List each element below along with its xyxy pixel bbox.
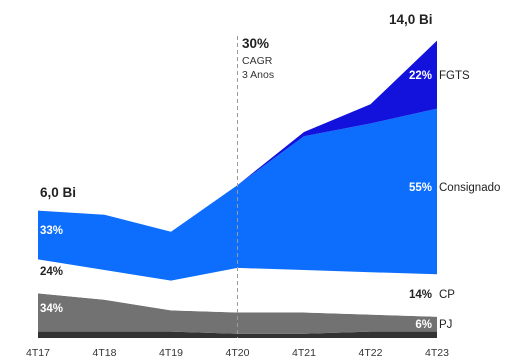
area-layers (38, 40, 437, 338)
total-first-label: 6,0 Bi (40, 185, 76, 200)
total-last-label: 14,0 Bi (389, 12, 433, 27)
x-tick-label: 4T23 (425, 347, 449, 359)
x-tick-label: 4T19 (159, 347, 183, 359)
last-cp-share: 14% (409, 289, 432, 301)
area-series-segment-1 (38, 293, 437, 334)
series-label-cp: CP (439, 289, 455, 301)
cagr-label: CAGR (242, 55, 273, 67)
x-tick-label: 4T20 (226, 347, 250, 359)
series-label-consignado: Consignado (439, 182, 500, 194)
x-tick-label: 4T22 (359, 347, 383, 359)
first-consignado-share: 33% (40, 225, 63, 237)
x-tick-label: 4T18 (93, 347, 117, 359)
last-consignado-share: 55% (409, 182, 432, 194)
cagr-period: 3 Anos (242, 69, 274, 81)
x-tick-label: 4T21 (292, 347, 316, 359)
first-other-share: 34% (40, 303, 63, 315)
area-series-consignado (38, 108, 437, 281)
last-fgts-share: 22% (409, 70, 432, 82)
cagr-annotation: 30% CAGR 3 Anos (242, 36, 274, 81)
area-series-pj (38, 331, 437, 338)
first-cp-share: 24% (40, 266, 63, 278)
x-axis-ticks: 4T17 4T18 4T19 4T20 4T21 4T22 4T23 (26, 347, 449, 359)
x-tick-label: 4T17 (26, 347, 50, 359)
series-label-fgts: FGTS (439, 70, 470, 82)
last-pj-share: 6% (415, 319, 432, 331)
series-label-pj: PJ (439, 319, 452, 331)
cagr-value: 30% (242, 36, 269, 51)
